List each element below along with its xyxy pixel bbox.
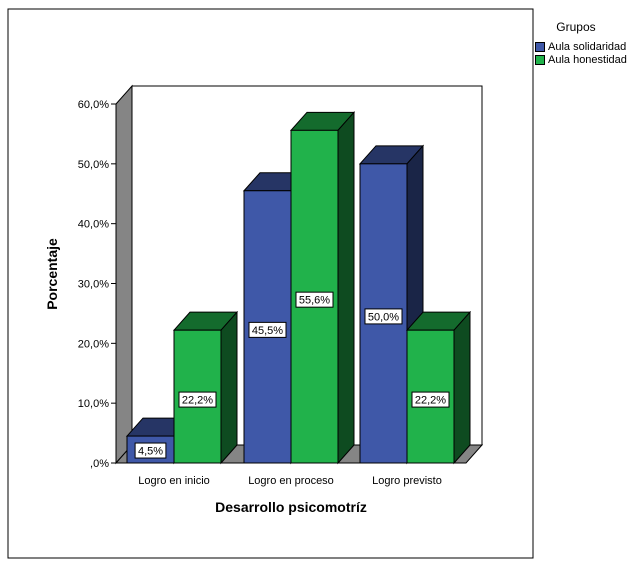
x-tick-label: Logro en proceso — [248, 475, 334, 487]
data-label: 55,6% — [299, 295, 330, 307]
legend-title: Grupos — [556, 20, 596, 34]
y-axis-label: Porcentaje — [44, 238, 60, 310]
x-tick-label: Logro previsto — [372, 475, 442, 487]
x-tick-label: Logro en inicio — [138, 475, 210, 487]
data-label-box — [364, 308, 403, 325]
bar-side — [453, 310, 471, 465]
data-label: 22,2% — [182, 395, 213, 407]
data-label-box — [248, 321, 287, 338]
y-tick-label: 50,0% — [78, 159, 109, 171]
data-label-box — [411, 391, 450, 408]
y-tick-label: 20,0% — [78, 338, 109, 350]
legend-item-series-1: Aula solidaridad — [535, 40, 627, 53]
legend: Grupos Aula solidaridad Aula honestidad — [535, 20, 627, 66]
data-label: 4,5% — [138, 446, 163, 458]
legend-label: Aula honestidad — [548, 53, 627, 66]
y-tick-label: ,0% — [90, 458, 109, 470]
legend-swatch — [535, 54, 545, 65]
x-axis-label: Desarrollo psicomotríz — [215, 499, 367, 515]
side-wall — [115, 84, 133, 465]
y-tick-label: 30,0% — [78, 279, 109, 291]
y-tick-label: 60,0% — [78, 99, 109, 111]
data-label-box — [134, 442, 167, 459]
legend-item-series-2: Aula honestidad — [535, 53, 627, 66]
data-label: 50,0% — [368, 311, 399, 323]
legend-label: Aula solidaridad — [548, 40, 627, 53]
data-label: 22,2% — [415, 395, 446, 407]
legend-swatch — [535, 41, 545, 52]
plot-area: ,0% 10,0% 20,0% 30,0% 40,0% 50,0% 60,0% 4,5% 22,… — [78, 84, 484, 487]
data-label-box — [295, 291, 334, 308]
data-label-box — [178, 391, 217, 408]
bar-side — [220, 310, 238, 465]
y-tick-label: 10,0% — [78, 398, 109, 410]
y-tick-label: 40,0% — [78, 219, 109, 231]
bar-side — [337, 111, 355, 465]
data-label: 45,5% — [252, 325, 283, 337]
